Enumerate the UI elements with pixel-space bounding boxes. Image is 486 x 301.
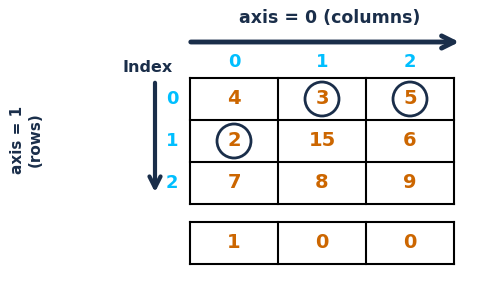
Text: 9: 9 bbox=[403, 173, 417, 193]
Text: (rows): (rows) bbox=[28, 113, 42, 167]
Text: 2: 2 bbox=[166, 174, 178, 192]
Text: 1: 1 bbox=[166, 132, 178, 150]
Text: 1: 1 bbox=[227, 234, 241, 253]
Text: 6: 6 bbox=[403, 132, 417, 150]
Text: 3: 3 bbox=[315, 89, 329, 108]
Text: 5: 5 bbox=[403, 89, 417, 108]
Text: 0: 0 bbox=[228, 53, 240, 71]
Text: Index: Index bbox=[123, 61, 173, 76]
Text: 7: 7 bbox=[227, 173, 241, 193]
Text: axis = 0 (columns): axis = 0 (columns) bbox=[239, 9, 421, 27]
Text: 0: 0 bbox=[315, 234, 329, 253]
Text: 0: 0 bbox=[403, 234, 417, 253]
Text: 1: 1 bbox=[316, 53, 328, 71]
Text: 2: 2 bbox=[404, 53, 416, 71]
Text: axis = 1: axis = 1 bbox=[11, 106, 25, 174]
Text: 8: 8 bbox=[315, 173, 329, 193]
Text: 0: 0 bbox=[166, 90, 178, 108]
Text: 4: 4 bbox=[227, 89, 241, 108]
Text: 2: 2 bbox=[227, 132, 241, 150]
Text: 15: 15 bbox=[309, 132, 336, 150]
